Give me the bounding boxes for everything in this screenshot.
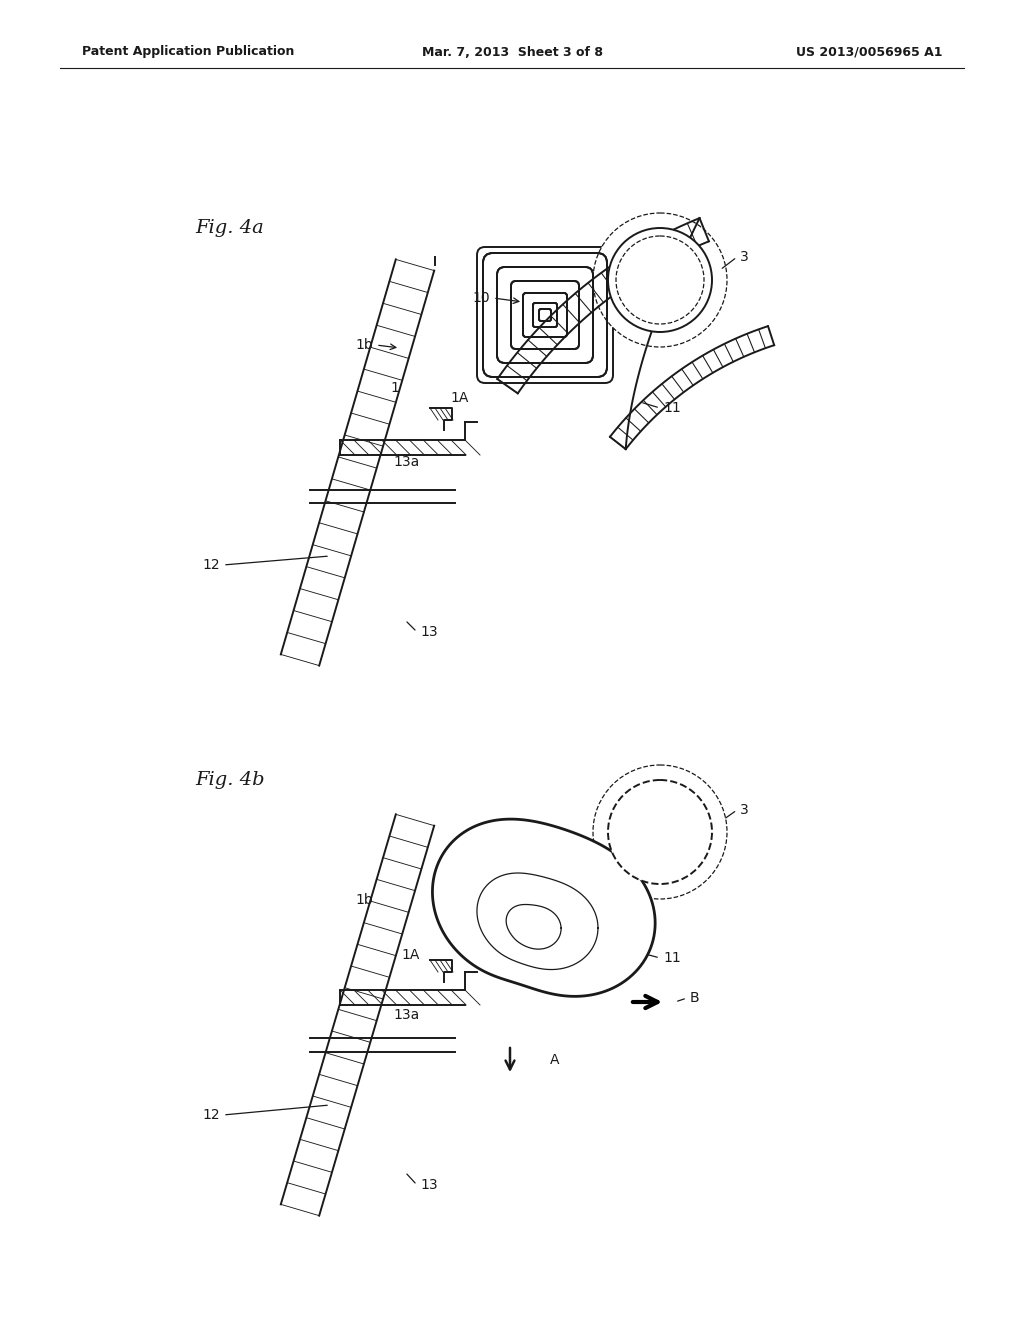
Circle shape [593, 766, 727, 899]
Text: 3: 3 [740, 249, 749, 264]
Text: Fig. 4b: Fig. 4b [195, 771, 264, 789]
Text: 12: 12 [203, 558, 220, 572]
Text: 1A: 1A [401, 948, 420, 962]
Text: B: B [690, 991, 699, 1005]
Text: 1A: 1A [450, 391, 468, 405]
Text: Patent Application Publication: Patent Application Publication [82, 45, 294, 58]
Text: 11: 11 [663, 950, 681, 965]
Text: 1: 1 [603, 880, 612, 895]
Text: 10: 10 [466, 836, 484, 850]
Text: 13: 13 [420, 1177, 437, 1192]
Text: US 2013/0056965 A1: US 2013/0056965 A1 [796, 45, 942, 58]
Text: A: A [550, 1053, 559, 1067]
Text: 1: 1 [390, 381, 399, 395]
Text: 13a: 13a [394, 1008, 420, 1022]
Polygon shape [432, 820, 655, 997]
Text: Mar. 7, 2013  Sheet 3 of 8: Mar. 7, 2013 Sheet 3 of 8 [422, 45, 602, 58]
Text: 13: 13 [420, 624, 437, 639]
Circle shape [593, 213, 727, 347]
Text: Fig. 4a: Fig. 4a [195, 219, 264, 238]
Text: 13a: 13a [394, 455, 420, 469]
Circle shape [608, 228, 712, 333]
FancyBboxPatch shape [477, 247, 613, 383]
Text: 11: 11 [663, 401, 681, 414]
Text: 1b: 1b [355, 894, 373, 907]
Circle shape [608, 780, 712, 884]
Text: 12: 12 [203, 1107, 220, 1122]
Text: 1b: 1b [355, 338, 373, 352]
Text: 3: 3 [740, 803, 749, 817]
Text: 10: 10 [472, 290, 490, 305]
